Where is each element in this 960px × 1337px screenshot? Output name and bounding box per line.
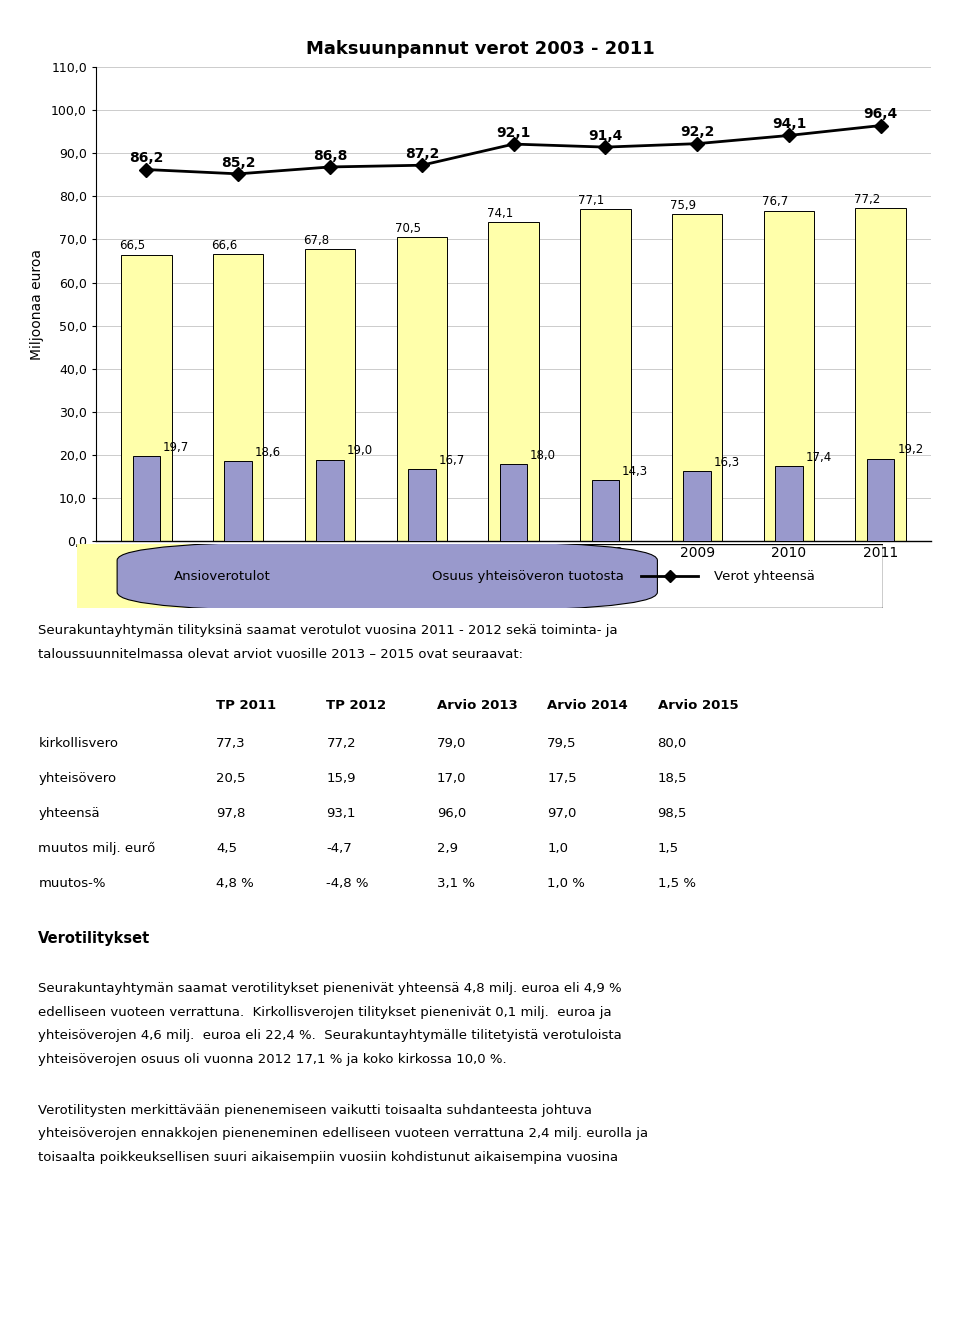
Text: 94,1: 94,1 xyxy=(772,118,806,131)
Bar xyxy=(855,209,906,541)
Text: yhteensä: yhteensä xyxy=(38,806,100,820)
Bar xyxy=(316,460,344,541)
Text: Arvio 2014: Arvio 2014 xyxy=(547,699,628,713)
Text: 70,5: 70,5 xyxy=(395,222,420,235)
Text: 86,2: 86,2 xyxy=(130,151,163,166)
Bar xyxy=(580,209,631,541)
Text: 77,2: 77,2 xyxy=(853,194,880,206)
Text: 18,0: 18,0 xyxy=(530,449,556,461)
Text: yhteisöverojen osuus oli vuonna 2012 17,1 % ja koko kirkossa 10,0 %.: yhteisöverojen osuus oli vuonna 2012 17,… xyxy=(38,1052,507,1066)
Text: Verotilitykset: Verotilitykset xyxy=(38,931,151,945)
Bar xyxy=(591,480,619,541)
Bar xyxy=(867,459,895,541)
Text: 97,0: 97,0 xyxy=(547,806,577,820)
Bar xyxy=(121,254,172,541)
FancyBboxPatch shape xyxy=(0,541,399,611)
Text: 16,7: 16,7 xyxy=(439,455,465,467)
Bar xyxy=(213,254,263,541)
Text: kirkollisvero: kirkollisvero xyxy=(38,737,118,750)
Text: 67,8: 67,8 xyxy=(303,234,329,247)
Bar xyxy=(396,237,447,541)
Text: 19,2: 19,2 xyxy=(898,444,924,456)
Text: 4,8 %: 4,8 % xyxy=(216,877,253,890)
Text: 77,1: 77,1 xyxy=(578,194,605,207)
Text: 19,0: 19,0 xyxy=(347,444,372,457)
Text: 77,3: 77,3 xyxy=(216,737,246,750)
Text: -4,8 %: -4,8 % xyxy=(326,877,369,890)
Text: Ansioverotulot: Ansioverotulot xyxy=(174,570,271,583)
Text: Verotilitysten merkittävään pienenemiseen vaikutti toisaalta suhdanteesta johtuv: Verotilitysten merkittävään pienenemisee… xyxy=(38,1104,592,1116)
Text: Seurakuntayhtymän saamat verotilitykset pienenivät yhteensä 4,8 milj. euroa eli : Seurakuntayhtymän saamat verotilitykset … xyxy=(38,983,622,995)
Text: muutos milj. eurő: muutos milj. eurő xyxy=(38,842,156,856)
Bar xyxy=(225,461,252,541)
Text: Osuus yhteisöveron tuotosta: Osuus yhteisöveron tuotosta xyxy=(432,570,623,583)
Text: edelliseen vuoteen verrattuna.  Kirkollisverojen tilitykset pienenivät 0,1 milj.: edelliseen vuoteen verrattuna. Kirkollis… xyxy=(38,1005,612,1019)
Text: 17,0: 17,0 xyxy=(437,771,467,785)
Bar xyxy=(132,456,160,541)
Text: -4,7: -4,7 xyxy=(326,842,352,854)
Text: 96,0: 96,0 xyxy=(437,806,466,820)
Text: 66,6: 66,6 xyxy=(211,239,237,251)
Text: Verot yhteensä: Verot yhteensä xyxy=(714,570,815,583)
Text: Maksuunpannut verot 2003 - 2011: Maksuunpannut verot 2003 - 2011 xyxy=(305,40,655,57)
Text: 3,1 %: 3,1 % xyxy=(437,877,475,890)
Text: 19,7: 19,7 xyxy=(163,441,189,455)
Text: yhteisöverojen 4,6 milj.  euroa eli 22,4 %.  Seurakuntayhtymälle tilitetyistä ve: yhteisöverojen 4,6 milj. euroa eli 22,4 … xyxy=(38,1029,622,1042)
Bar xyxy=(672,214,722,541)
Text: Arvio 2013: Arvio 2013 xyxy=(437,699,517,713)
Bar xyxy=(775,467,803,541)
Text: 1,5 %: 1,5 % xyxy=(658,877,696,890)
Text: TP 2011: TP 2011 xyxy=(216,699,276,713)
Text: taloussuunnitelmassa olevat arviot vuosille 2013 – 2015 ovat seuraavat:: taloussuunnitelmassa olevat arviot vuosi… xyxy=(38,647,523,660)
Bar xyxy=(684,471,711,541)
Text: 1,5: 1,5 xyxy=(658,842,679,854)
Y-axis label: Miljoonaa euroa: Miljoonaa euroa xyxy=(30,249,44,360)
Text: 93,1: 93,1 xyxy=(326,806,356,820)
Text: 20,5: 20,5 xyxy=(216,771,246,785)
Text: 18,5: 18,5 xyxy=(658,771,687,785)
Bar xyxy=(764,210,814,541)
Text: 15,9: 15,9 xyxy=(326,771,356,785)
Text: 92,1: 92,1 xyxy=(496,126,531,140)
Text: 16,3: 16,3 xyxy=(713,456,740,469)
Text: 17,4: 17,4 xyxy=(805,452,831,464)
Text: 2,9: 2,9 xyxy=(437,842,458,854)
Text: 91,4: 91,4 xyxy=(588,128,623,143)
FancyBboxPatch shape xyxy=(117,541,658,611)
Text: yhteisöverojen ennakkojen pieneneminen edelliseen vuoteen verrattuna 2,4 milj. e: yhteisöverojen ennakkojen pieneneminen e… xyxy=(38,1127,649,1140)
Bar xyxy=(500,464,527,541)
Text: 87,2: 87,2 xyxy=(404,147,439,160)
Text: TP 2012: TP 2012 xyxy=(326,699,387,713)
Text: 77,2: 77,2 xyxy=(326,737,356,750)
Text: 92,2: 92,2 xyxy=(680,126,714,139)
Text: 75,9: 75,9 xyxy=(670,199,696,211)
Text: 1,0 %: 1,0 % xyxy=(547,877,585,890)
Text: 96,4: 96,4 xyxy=(864,107,898,122)
Text: 66,5: 66,5 xyxy=(119,239,146,253)
Text: 76,7: 76,7 xyxy=(762,195,788,209)
Text: 17,5: 17,5 xyxy=(547,771,577,785)
Text: 74,1: 74,1 xyxy=(487,207,513,219)
Text: toisaalta poikkeuksellisen suuri aikaisempiin vuosiin kohdistunut aikaisempina v: toisaalta poikkeuksellisen suuri aikaise… xyxy=(38,1151,618,1163)
Text: Seurakuntayhtymän tilityksinä saamat verotulot vuosina 2011 - 2012 sekä toiminta: Seurakuntayhtymän tilityksinä saamat ver… xyxy=(38,624,618,638)
Text: 85,2: 85,2 xyxy=(221,155,255,170)
Text: 4,5: 4,5 xyxy=(216,842,237,854)
Text: yhteisövero: yhteisövero xyxy=(38,771,116,785)
Text: 14,3: 14,3 xyxy=(622,465,648,477)
Text: 79,0: 79,0 xyxy=(437,737,467,750)
Text: 18,6: 18,6 xyxy=(254,447,281,459)
Bar xyxy=(408,469,436,541)
Bar xyxy=(489,222,539,541)
Bar xyxy=(304,249,355,541)
Text: 79,5: 79,5 xyxy=(547,737,577,750)
Text: 80,0: 80,0 xyxy=(658,737,686,750)
Text: Arvio 2015: Arvio 2015 xyxy=(658,699,738,713)
Text: 1,0: 1,0 xyxy=(547,842,568,854)
Text: 97,8: 97,8 xyxy=(216,806,246,820)
Text: muutos-%: muutos-% xyxy=(38,877,106,890)
Text: 98,5: 98,5 xyxy=(658,806,687,820)
Text: 86,8: 86,8 xyxy=(313,148,348,163)
